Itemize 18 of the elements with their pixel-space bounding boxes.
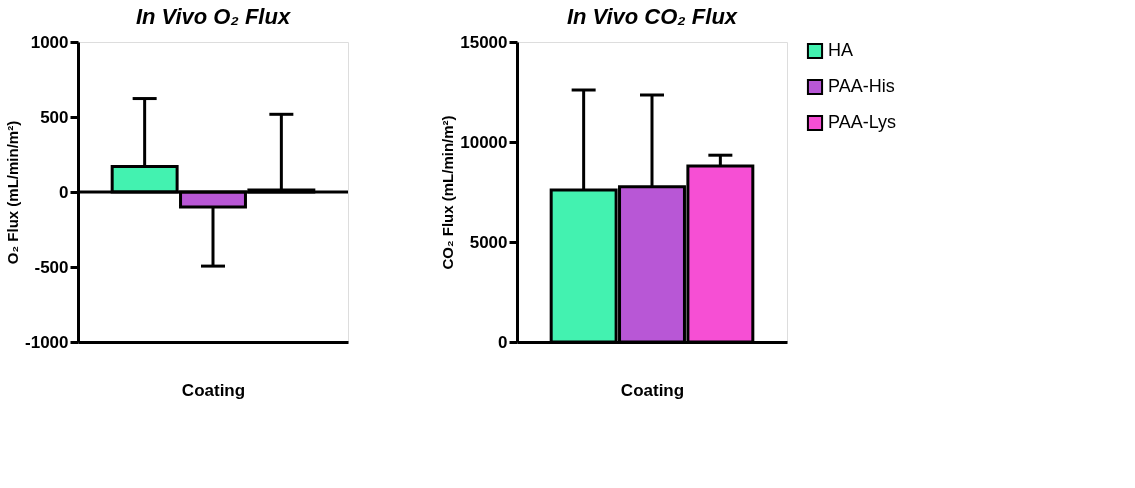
y-tick-label: 15000 [460, 32, 508, 52]
y-axis-title: CO₂ Flux (mL/min/m²) [439, 115, 457, 270]
y-tick-label: 500 [40, 107, 69, 127]
x-axis-title: Coating [620, 380, 685, 400]
legend-label: PAA-Lys [828, 112, 897, 132]
y-tick-label: 0 [59, 182, 69, 202]
legend-label: HA [828, 40, 854, 60]
chart-title: In Vivo O₂ Flux [135, 4, 291, 29]
x-axis-title: Coating [181, 380, 246, 400]
chart-title: In Vivo CO₂ Flux [566, 4, 738, 29]
y-tick-label: -1000 [25, 332, 69, 352]
y-tick-label: 10000 [460, 132, 508, 152]
y-tick-label: 0 [498, 332, 508, 352]
y-tick-label: 5000 [469, 232, 508, 252]
y-axis-title: O₂ Flux (mL/min/m²) [4, 120, 22, 265]
legend-label: PAA-His [828, 76, 895, 96]
y-tick-label: -500 [34, 257, 69, 277]
y-tick-label: 1000 [30, 32, 69, 52]
